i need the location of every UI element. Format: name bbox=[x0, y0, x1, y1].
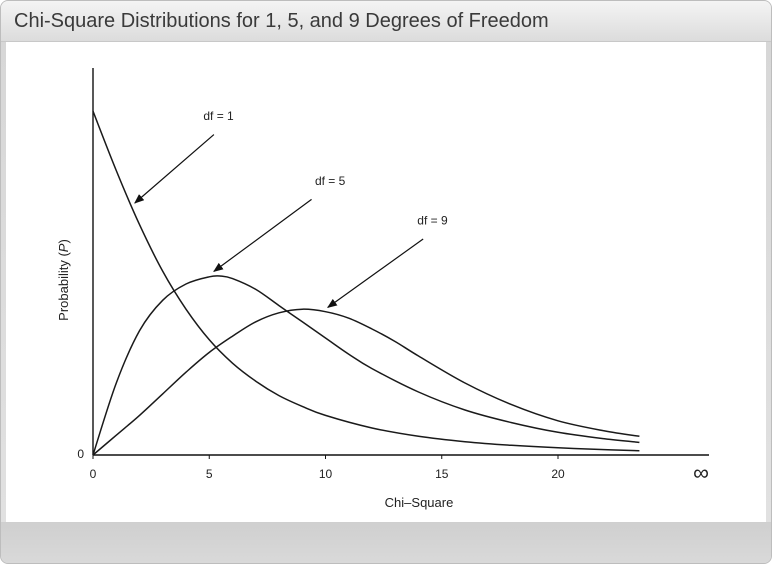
annotation-arrow bbox=[327, 238, 424, 308]
series-line-df-5 bbox=[92, 275, 640, 456]
x-tick-label: 15 bbox=[435, 467, 449, 481]
y-zero-label: 0 bbox=[77, 447, 84, 461]
annotation-label: df = 1 bbox=[203, 109, 234, 123]
annotation-label: df = 5 bbox=[315, 174, 346, 188]
annotation-label: df = 9 bbox=[417, 214, 448, 228]
series-group bbox=[92, 110, 640, 456]
chi-square-chart: 0 5 10 15 20 0 ∞ Chi–Square Probability (P) … bbox=[56, 68, 709, 510]
chart-panel: 0 5 10 15 20 0 ∞ Chi–Square Probability (P) … bbox=[6, 42, 766, 522]
x-tick-label: 5 bbox=[206, 467, 213, 481]
x-tick-label: 10 bbox=[319, 467, 333, 481]
x-tick-label: 0 bbox=[90, 467, 97, 481]
x-tick-group: 0 5 10 15 20 bbox=[90, 455, 565, 481]
annotation-group: df = 1 df = 5 df = 9 bbox=[134, 109, 448, 308]
y-axis-label: Probability (P) bbox=[56, 239, 71, 321]
window-title: Chi-Square Distributions for 1, 5, and 9… bbox=[14, 10, 549, 32]
annotation-arrow bbox=[134, 134, 215, 204]
series-line-df-9 bbox=[92, 308, 640, 456]
y-axis-label-prefix: Probability ( bbox=[56, 252, 71, 321]
y-axis-label-suffix: ) bbox=[56, 239, 71, 243]
x-tick-label: 20 bbox=[551, 467, 565, 481]
title-bar: Chi-Square Distributions for 1, 5, and 9… bbox=[1, 1, 771, 42]
x-infinity-label: ∞ bbox=[693, 460, 709, 485]
series-line-df-1 bbox=[92, 110, 640, 452]
y-axis-label-var: P bbox=[56, 243, 71, 252]
footer-bar bbox=[1, 522, 771, 563]
x-axis-label: Chi–Square bbox=[385, 495, 454, 510]
annotation-arrow bbox=[213, 198, 312, 272]
